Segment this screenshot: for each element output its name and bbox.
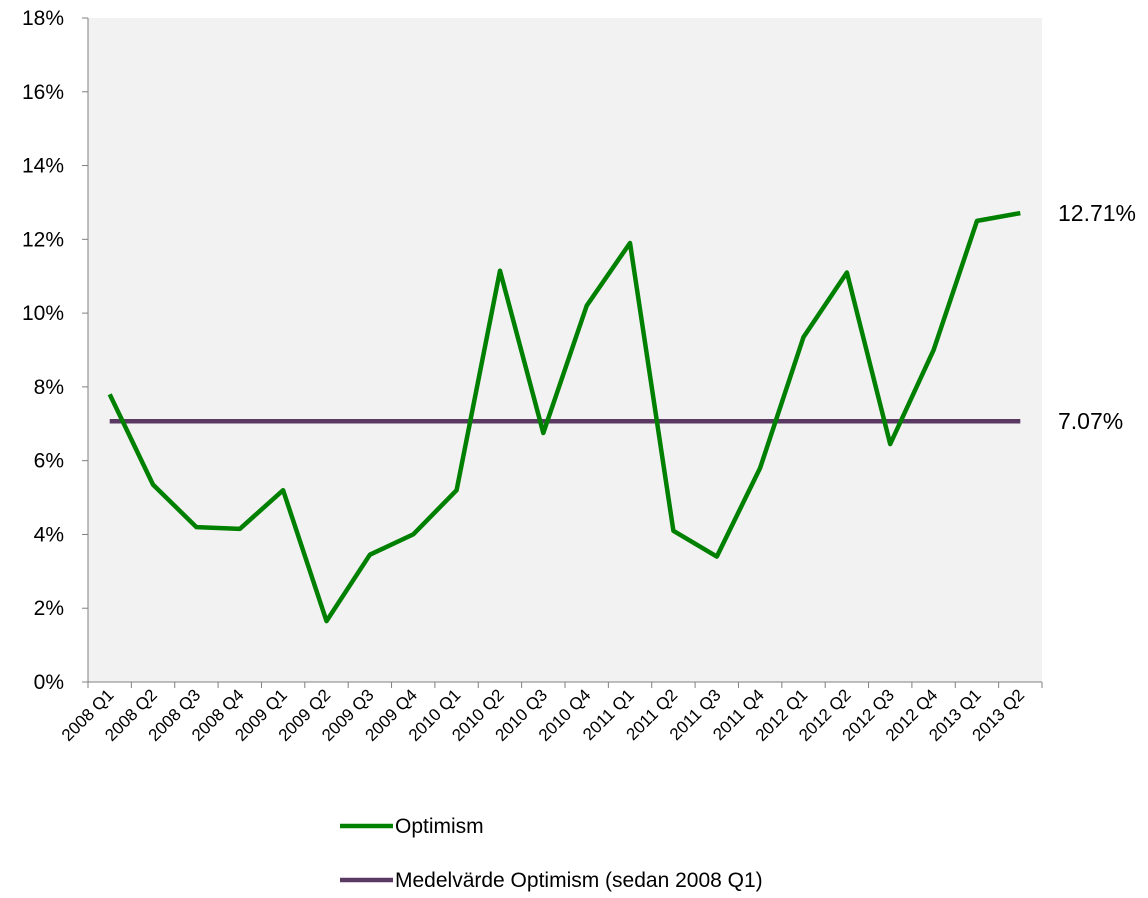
y-tick-label: 0% <box>34 671 64 694</box>
y-tick-label: 2% <box>34 597 64 620</box>
y-tick-label: 16% <box>22 81 64 104</box>
y-tick-label: 4% <box>34 523 64 546</box>
y-axis: 0% 2% 4% 6% 8% 10% 12% 14% 16% 18% <box>22 7 88 694</box>
end-value-label: 7.07% <box>1058 408 1123 434</box>
legend-label: Optimism <box>395 815 484 838</box>
legend-label: Medelvärde Optimism (sedan 2008 Q1) <box>395 869 763 892</box>
plot-area <box>88 18 1042 682</box>
y-tick-label: 8% <box>34 376 64 399</box>
end-labels: 12.71% 7.07% <box>1058 200 1136 434</box>
end-value-label: 12.71% <box>1058 200 1136 226</box>
y-tick-label: 10% <box>22 302 64 325</box>
y-tick-label: 6% <box>34 450 64 473</box>
legend: Optimism Medelvärde Optimism (sedan 2008 … <box>340 815 763 892</box>
y-tick-label: 12% <box>22 228 64 251</box>
y-tick-label: 18% <box>22 7 64 30</box>
y-tick-label: 14% <box>22 155 64 178</box>
